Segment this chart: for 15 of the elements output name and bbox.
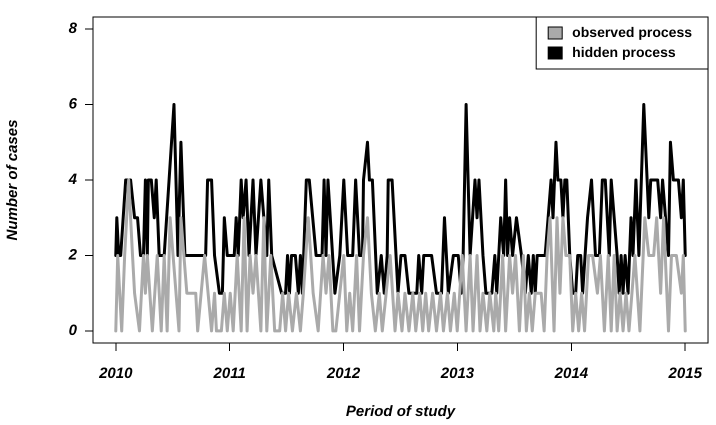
y-tick-label: 8 bbox=[68, 20, 78, 38]
x-axis-title: Period of study bbox=[346, 403, 456, 420]
x-tick-label: 2012 bbox=[326, 365, 361, 382]
legend-label: observed process bbox=[572, 24, 692, 40]
y-tick-label: 6 bbox=[68, 96, 78, 113]
x-tick-label: 2010 bbox=[98, 365, 134, 382]
x-tick-label: 2011 bbox=[212, 365, 246, 382]
x-tick-label: 2015 bbox=[668, 365, 703, 382]
y-tick-label: 2 bbox=[68, 246, 78, 264]
x-tick-label: 2013 bbox=[440, 365, 475, 382]
y-axis-title: Number of cases bbox=[4, 120, 22, 240]
x-tick-label: 2014 bbox=[554, 365, 589, 382]
legend-label: hidden process bbox=[572, 44, 676, 60]
y-tick-label: 4 bbox=[68, 171, 78, 188]
y-tick-label: 0 bbox=[68, 322, 78, 340]
